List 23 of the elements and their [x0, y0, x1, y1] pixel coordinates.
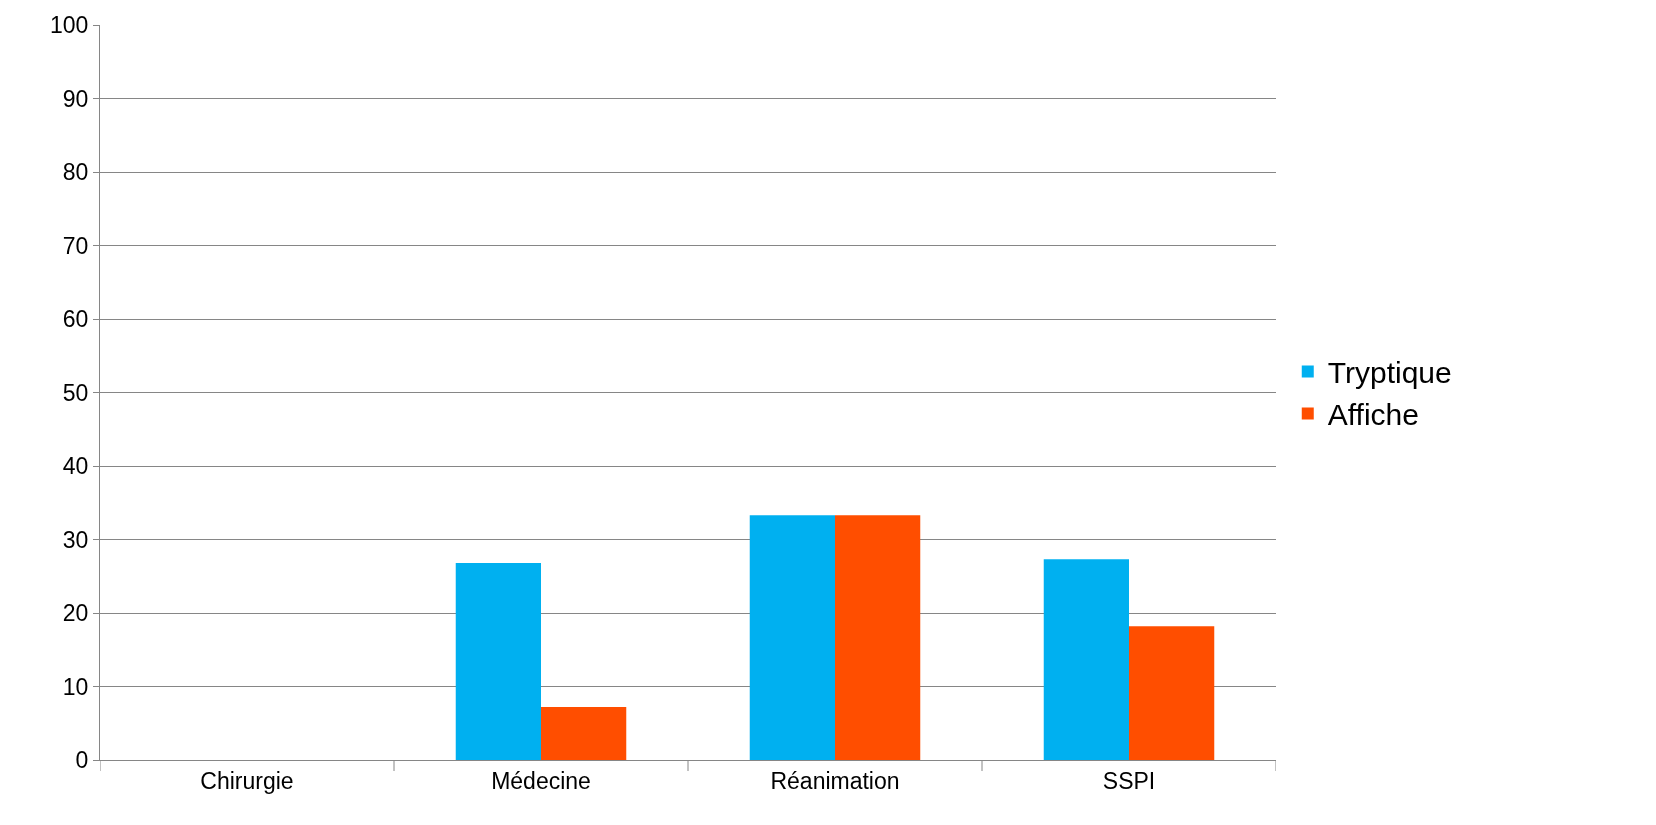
y-tick-label: 50 — [62, 379, 89, 406]
bar — [749, 515, 835, 760]
x-tick-label: SSPI — [1102, 767, 1156, 794]
y-tick-label: 20 — [62, 600, 89, 627]
bar — [835, 515, 921, 760]
bar — [1043, 559, 1129, 760]
y-tick-label: 70 — [62, 232, 89, 259]
x-tick-label: Chirurgie — [200, 767, 294, 794]
x-tick-label: Réanimation — [770, 767, 900, 794]
y-tick-label: 10 — [62, 673, 89, 700]
y-tick-label: 0 — [75, 747, 89, 774]
y-tick-label: 90 — [62, 85, 89, 112]
x-tick-label: Médecine — [491, 767, 591, 794]
y-tick-label: 30 — [62, 526, 89, 553]
y-tick-label: 100 — [50, 12, 89, 39]
y-tick-label: 80 — [62, 159, 89, 186]
y-tick-label: 60 — [62, 306, 89, 333]
y-tick-label: 40 — [62, 453, 89, 480]
bar — [455, 563, 541, 760]
bar — [541, 707, 627, 760]
bar — [1129, 626, 1215, 760]
legend-label: Tryptique — [1327, 356, 1452, 390]
legend-label: Affiche — [1327, 398, 1419, 432]
